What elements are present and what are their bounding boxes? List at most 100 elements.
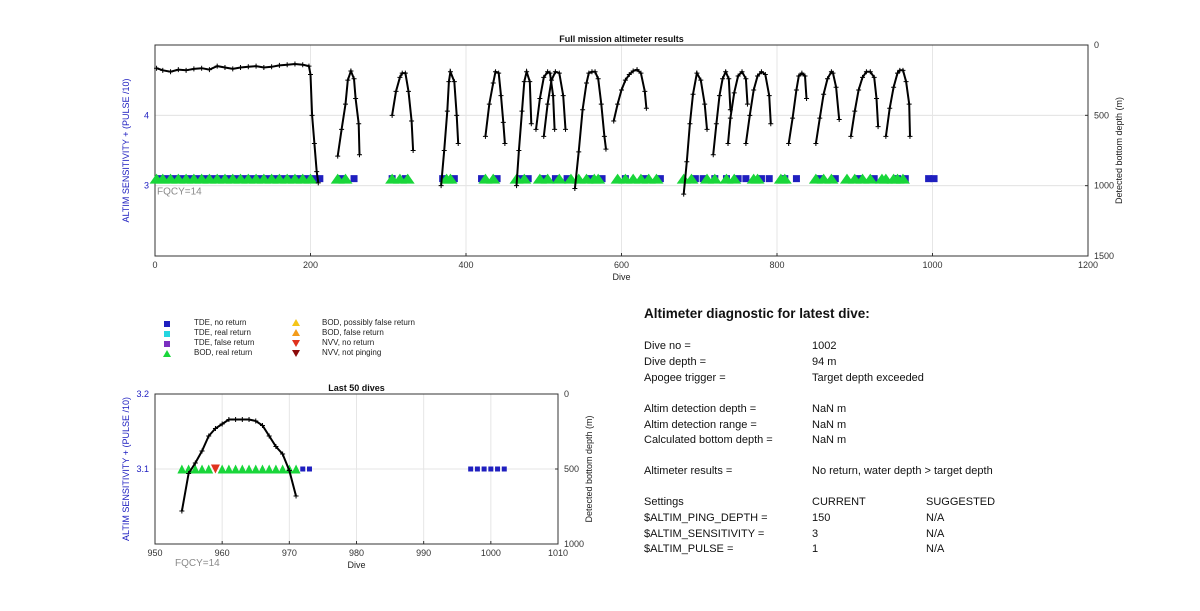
- tde-no-return-point: [540, 175, 548, 183]
- tde-no-return-point: [478, 175, 486, 183]
- bottom-depth-point: [615, 101, 621, 107]
- bottom-depth-point: [212, 426, 218, 431]
- bottom-depth-point: [222, 65, 228, 71]
- tde-no-return-point: [202, 175, 210, 183]
- bod-real-return-point: [264, 464, 274, 474]
- bottom-depth-line: [440, 67, 460, 186]
- chart-title: Last 50 dives: [328, 383, 385, 393]
- tde-no-return-point: [691, 175, 699, 183]
- bottom-depth-point: [684, 159, 690, 165]
- nvv-no-return-point: [210, 464, 220, 474]
- bod-real-return-point: [552, 173, 567, 184]
- y-right-tick-label: 0: [1094, 40, 1099, 50]
- bottom-depth-point: [402, 70, 408, 76]
- bod-real-return-point: [244, 464, 254, 474]
- bottom-depth-point: [238, 65, 244, 71]
- tde-no-return-point: [765, 175, 773, 183]
- tde-no-return-point: [300, 466, 306, 472]
- bottom-depth-point: [720, 76, 726, 82]
- bottom-depth-point: [447, 69, 453, 75]
- bottom-depth-point: [887, 105, 893, 111]
- legend-label: BOD, false return: [322, 328, 384, 337]
- legend-triangle-down-icon: [292, 350, 300, 357]
- bottom-depth-point: [356, 152, 362, 158]
- bottom-depth-point: [527, 79, 533, 85]
- tde-no-return-point: [493, 175, 501, 183]
- tde-no-return-point: [272, 175, 280, 183]
- bod-real-return-point: [237, 464, 247, 474]
- bottom-depth-point: [747, 112, 753, 118]
- bottom-depth-point: [584, 80, 590, 86]
- bottom-depth-point: [576, 149, 582, 155]
- bottom-depth-point: [199, 65, 205, 71]
- tde-no-return-point: [516, 175, 524, 183]
- legend-label: TDE, real return: [194, 328, 251, 337]
- y-right-tick-label: 1500: [1094, 251, 1114, 261]
- legend: TDE, no return TDE, real return TDE, fal…: [160, 318, 460, 364]
- bottom-depth-point: [186, 471, 192, 476]
- bottom-depth-line: [484, 70, 506, 144]
- y-right-axis-label: Detected bottom depth (m): [584, 415, 594, 522]
- diagnostic-label: Dive depth =: [644, 356, 707, 368]
- bod-real-return-point: [271, 464, 281, 474]
- tde-no-return-point: [925, 175, 933, 183]
- bottom-depth-point: [694, 70, 700, 76]
- bod-real-return-point: [649, 173, 664, 184]
- diagnostic-value: NaN m: [812, 419, 847, 431]
- y-right-tick-label: 1000: [564, 539, 584, 549]
- bottom-depth-point: [226, 417, 232, 422]
- bod-real-return-point: [824, 173, 839, 184]
- x-tick-label: 1010: [548, 548, 568, 558]
- bottom-depth-point: [601, 133, 607, 139]
- bottom-depth-point: [802, 73, 808, 79]
- bottom-depth-point: [891, 84, 897, 90]
- bottom-depth-point: [563, 126, 569, 132]
- tde-no-return-point: [338, 175, 346, 183]
- diagnostic-label: Dive no =: [644, 340, 691, 352]
- tde-no-return-point: [474, 466, 480, 472]
- bottom-depth-point: [253, 418, 259, 424]
- bottom-depth-point: [519, 108, 525, 114]
- tde-no-return-point: [303, 175, 311, 183]
- bottom-depth-point: [306, 63, 312, 69]
- bottom-depth-point: [454, 112, 460, 118]
- tde-no-return-point: [306, 466, 312, 472]
- bottom-depth-point: [206, 67, 212, 73]
- tde-no-return-point: [641, 175, 649, 183]
- settings-label: $ALTIM_PING_DEPTH =: [644, 512, 768, 524]
- diagnostic-title: Altimeter diagnostic for latest dive:: [644, 306, 870, 321]
- bottom-depth-point: [446, 79, 452, 85]
- bottom-depth-point: [550, 93, 556, 99]
- bottom-depth-point: [230, 66, 236, 72]
- bottom-depth-point: [405, 88, 411, 94]
- bod-real-return-point: [204, 464, 214, 474]
- bottom-depth-point: [348, 68, 354, 74]
- y-left-axis-label: ALTIM SENSITIVITY + (PULSE /10): [121, 397, 131, 541]
- bod-real-return-point: [303, 173, 318, 184]
- bottom-depth-point: [786, 140, 792, 146]
- bottom-depth-point: [160, 67, 166, 73]
- bottom-depth-point: [743, 76, 749, 82]
- y-left-tick-label: 3.2: [136, 389, 149, 399]
- bottom-depth-point: [643, 105, 649, 111]
- bottom-depth-point: [219, 421, 225, 427]
- tde-no-return-point: [256, 175, 264, 183]
- bottom-depth-point: [860, 74, 866, 80]
- diagnostic-label: Calculated bottom depth =: [644, 434, 773, 446]
- bottom-depth-point: [821, 91, 827, 97]
- legend-triangle-icon: [292, 329, 300, 336]
- x-tick-label: 800: [769, 260, 784, 270]
- y-left-tick-label: 3: [144, 181, 149, 191]
- bottom-depth-point: [496, 70, 502, 76]
- tde-no-return-point: [855, 175, 863, 183]
- bottom-depth-point: [603, 146, 609, 152]
- bottom-depth-point: [895, 70, 901, 76]
- bottom-depth-line: [180, 418, 297, 512]
- x-tick-label: 990: [416, 548, 431, 558]
- bottom-depth-point: [345, 77, 351, 83]
- bottom-depth-point: [744, 101, 750, 107]
- bottom-depth-point: [438, 183, 444, 189]
- bod-real-return-point: [591, 173, 606, 184]
- bottom-depth-point: [634, 67, 640, 73]
